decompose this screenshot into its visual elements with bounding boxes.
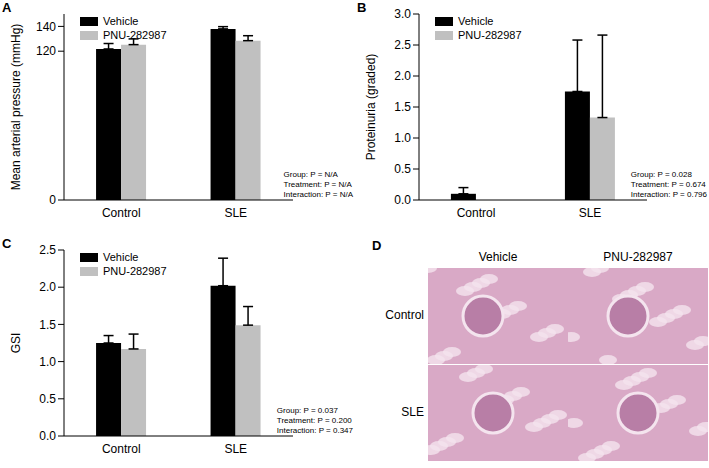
svg-text:1.0: 1.0 <box>39 355 56 369</box>
html-text:A: A <box>2 0 12 15</box>
html-text:Vehicle: Vehicle <box>103 15 139 27</box>
svg-text:SLE: SLE <box>579 206 602 220</box>
svg-text:Control: Control <box>102 206 141 220</box>
svg-text:1.5: 1.5 <box>39 318 56 332</box>
svg-text:SLE: SLE <box>224 206 247 220</box>
html-text:PNU-282987: PNU-282987 <box>103 265 167 277</box>
svg-text:2.0: 2.0 <box>394 69 411 83</box>
html-text:Treatment: P = N/A: Treatment: P = N/A <box>283 180 352 189</box>
html-text:C: C <box>2 236 12 251</box>
html-text:Vehicle: Vehicle <box>458 15 494 27</box>
svg-text:Control: Control <box>457 206 496 220</box>
svg-text:1.5: 1.5 <box>394 100 411 114</box>
html-text:D: D <box>372 238 382 253</box>
html-text:PNU-282987: PNU-282987 <box>603 250 673 264</box>
svg-text:Mean arterial pressure (mmHg): Mean arterial pressure (mmHg) <box>9 24 23 191</box>
svg-text:3.0: 3.0 <box>394 7 411 21</box>
svg-text:SLE: SLE <box>224 442 247 456</box>
svg-text:1.0: 1.0 <box>394 131 411 145</box>
html-text:B: B <box>357 0 367 15</box>
html-text:SLE: SLE <box>401 405 424 419</box>
svg-text:2.0: 2.0 <box>39 280 56 294</box>
html-text:PNU-282987: PNU-282987 <box>458 29 522 41</box>
html-text:Control: Control <box>385 308 424 322</box>
html-text:PNU-282987: PNU-282987 <box>103 29 167 41</box>
html-text:Treatment: P = 0.674: Treatment: P = 0.674 <box>630 180 706 189</box>
html-text:Group: P = 0.037: Group: P = 0.037 <box>276 406 338 415</box>
svg-text:2.5: 2.5 <box>394 38 411 52</box>
svg-text:120: 120 <box>36 44 56 58</box>
html-text:Group: P = N/A: Group: P = N/A <box>283 170 338 179</box>
svg-text:Proteinuria (graded): Proteinuria (graded) <box>364 54 378 161</box>
svg-text:140: 140 <box>36 20 56 34</box>
html-text:Vehicle: Vehicle <box>478 250 518 264</box>
html-text:Vehicle: Vehicle <box>103 251 139 263</box>
svg-text:2.5: 2.5 <box>39 243 56 257</box>
html-text:Interaction: P = 0.347: Interaction: P = 0.347 <box>276 426 353 435</box>
svg-text:Control: Control <box>102 442 141 456</box>
svg-text:0.0: 0.0 <box>394 193 411 207</box>
html-text:Treatment: P = 0.200: Treatment: P = 0.200 <box>276 416 352 425</box>
svg-text:0: 0 <box>49 193 56 207</box>
svg-text:0.5: 0.5 <box>39 392 56 406</box>
html-text:Group: P = 0.028: Group: P = 0.028 <box>630 170 692 179</box>
html-text:Interaction: P = N/A: Interaction: P = N/A <box>283 190 353 199</box>
svg-text:0.5: 0.5 <box>394 162 411 176</box>
svg-text:GSI: GSI <box>9 333 23 354</box>
html-text:Interaction: P = 0.796: Interaction: P = 0.796 <box>630 190 707 199</box>
svg-text:0.0: 0.0 <box>39 429 56 443</box>
